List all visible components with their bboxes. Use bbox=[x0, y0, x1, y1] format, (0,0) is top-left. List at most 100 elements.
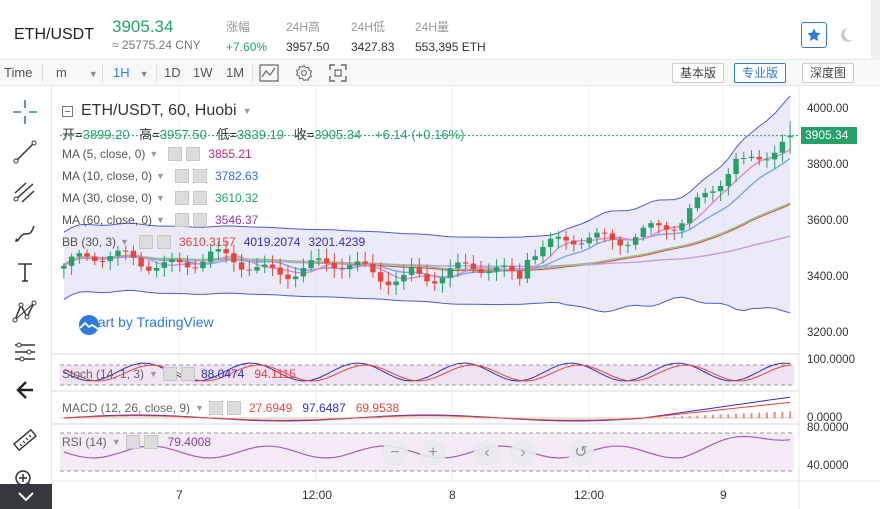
more-tools-button[interactable] bbox=[0, 484, 52, 509]
candle-body bbox=[771, 152, 778, 160]
gear-icon[interactable] bbox=[174, 213, 189, 227]
indicator-value: 3855.21 bbox=[208, 147, 252, 161]
rsi-axis-label: 40.0000 bbox=[807, 460, 849, 472]
indicators-button[interactable] bbox=[259, 64, 279, 82]
scroll-right-button[interactable]: › bbox=[510, 440, 536, 466]
view-pro-button[interactable]: 专业版 bbox=[734, 63, 787, 83]
favorite-button[interactable] bbox=[801, 22, 827, 48]
scroll-left-button[interactable]: ‹ bbox=[474, 440, 500, 466]
close-icon[interactable] bbox=[192, 169, 207, 183]
reset-chart-button[interactable]: ↺ bbox=[568, 440, 594, 466]
candle-body bbox=[455, 262, 461, 269]
symbol-title: ETH/USDT, 60, Huobi bbox=[81, 102, 237, 119]
caret-down-icon[interactable]: ▼ bbox=[149, 149, 159, 159]
caret-down-icon[interactable]: ▼ bbox=[242, 106, 252, 116]
interval-1m[interactable]: 1M bbox=[226, 65, 245, 80]
close-icon[interactable] bbox=[143, 435, 158, 449]
macd-histogram-bar bbox=[781, 411, 784, 419]
trend-line-tool[interactable] bbox=[9, 136, 41, 168]
candle-body bbox=[184, 262, 191, 268]
crosshair-tool[interactable] bbox=[9, 96, 41, 128]
zoom-in-button[interactable]: + bbox=[420, 440, 446, 466]
caret-down-icon[interactable]: ▼ bbox=[149, 369, 158, 379]
caret-down-icon[interactable]: ▼ bbox=[156, 171, 165, 181]
x-axis-label: 9 bbox=[720, 488, 727, 502]
legend-stoch: Stoch (14, 1, 3) ▼ 88.0474 94.1115 bbox=[62, 367, 296, 381]
legend-ma10: MA (10, close, 0) ▼ 3782.63 bbox=[62, 169, 258, 183]
zoom-out-button[interactable]: − bbox=[382, 440, 408, 466]
scrollbar[interactable] bbox=[871, 0, 880, 60]
caret-down-icon[interactable]: ▼ bbox=[120, 237, 129, 247]
candle-body bbox=[76, 253, 83, 257]
minute-dropdown[interactable]: m ▼ bbox=[56, 60, 98, 86]
pitchfork-icon bbox=[13, 182, 35, 203]
close-icon[interactable] bbox=[192, 213, 207, 227]
interval-label: 1H bbox=[113, 65, 130, 80]
open-value: 3899.20 bbox=[82, 127, 130, 142]
collapse-legend-icon[interactable] bbox=[62, 105, 73, 117]
candle-body bbox=[470, 263, 477, 270]
candle-body bbox=[254, 266, 260, 271]
interval-1w[interactable]: 1W bbox=[193, 65, 213, 80]
candle-body bbox=[648, 223, 654, 228]
candle-body bbox=[787, 135, 793, 138]
gear-icon[interactable] bbox=[208, 401, 223, 415]
candle-body bbox=[517, 270, 523, 279]
y-axis-label: 3200.00 bbox=[807, 327, 849, 339]
close-icon[interactable] bbox=[156, 235, 171, 249]
low-label: 低= bbox=[216, 127, 238, 142]
gear-icon[interactable] bbox=[168, 147, 183, 161]
candle-body bbox=[501, 265, 507, 268]
candle-body bbox=[424, 273, 430, 282]
back-tool[interactable] bbox=[9, 374, 41, 406]
interval-1d[interactable]: 1D bbox=[164, 65, 181, 80]
pattern-tool[interactable] bbox=[9, 296, 41, 328]
bb-lower-line bbox=[63, 289, 791, 314]
indicator-name: MA (60, close, 0) bbox=[62, 213, 153, 227]
pitchfork-tool[interactable] bbox=[9, 176, 41, 208]
caret-down-icon[interactable]: ▼ bbox=[156, 193, 165, 203]
candle-body bbox=[555, 236, 562, 239]
view-depth-button[interactable]: 深度图 bbox=[802, 63, 855, 83]
text-tool[interactable] bbox=[9, 256, 41, 288]
brush-tool[interactable] bbox=[9, 216, 41, 248]
gear-icon[interactable] bbox=[174, 191, 189, 205]
high-value: 3957.50 bbox=[159, 127, 207, 142]
ticker-header: ETH/USDT 3905.34 ≈ 25775.24 CNY 涨幅 +7.60… bbox=[0, 0, 880, 60]
ruler-tool[interactable] bbox=[9, 424, 41, 456]
indicator-value: 3546.37 bbox=[214, 213, 259, 227]
gear-icon[interactable] bbox=[162, 367, 177, 381]
close-icon[interactable] bbox=[180, 367, 195, 381]
close-icon[interactable] bbox=[192, 191, 207, 205]
y-axis-label: 3800.00 bbox=[807, 159, 849, 171]
gear-icon[interactable] bbox=[174, 169, 189, 183]
legend-rsi: RSI (14) ▼ 79.4008 bbox=[62, 435, 211, 449]
tradingview-watermark[interactable]: Chart by TradingView bbox=[74, 314, 214, 335]
interval-1h[interactable]: 1H ▼ bbox=[113, 60, 149, 86]
candle-body bbox=[679, 223, 685, 231]
close-icon[interactable] bbox=[226, 401, 241, 415]
y-axis-label: 3400.00 bbox=[807, 271, 849, 283]
caret-down-icon[interactable]: ▼ bbox=[156, 215, 165, 225]
candle-body bbox=[563, 236, 569, 241]
fib-tool[interactable] bbox=[9, 336, 41, 368]
x-axis-label: 12:00 bbox=[302, 488, 333, 502]
chart-area[interactable]: ETH/USDT, 60, Huobi ▼ 开=3899.20 高=3957.5… bbox=[52, 86, 880, 509]
arrow-left-icon bbox=[16, 381, 33, 399]
gear-icon[interactable] bbox=[138, 235, 153, 249]
fullscreen-button[interactable] bbox=[329, 64, 347, 82]
theme-toggle-button[interactable] bbox=[833, 22, 859, 48]
candle-body bbox=[122, 250, 129, 252]
legend-bb: BB (30, 3) ▼ 3610.3157 4019.2074 3201.423… bbox=[62, 235, 365, 249]
settings-button[interactable] bbox=[295, 64, 313, 82]
caret-down-icon[interactable]: ▼ bbox=[195, 403, 204, 413]
candle-body bbox=[370, 263, 376, 273]
gear-icon[interactable] bbox=[125, 435, 140, 449]
view-basic-button[interactable]: 基本版 bbox=[672, 63, 725, 83]
caret-down-icon[interactable]: ▼ bbox=[111, 437, 121, 447]
y-axis-label: 3600.00 bbox=[807, 215, 849, 227]
open-label: 开= bbox=[62, 127, 83, 142]
candle-body bbox=[115, 250, 121, 257]
price-chart-svg[interactable] bbox=[52, 86, 880, 509]
close-icon[interactable] bbox=[186, 147, 201, 161]
